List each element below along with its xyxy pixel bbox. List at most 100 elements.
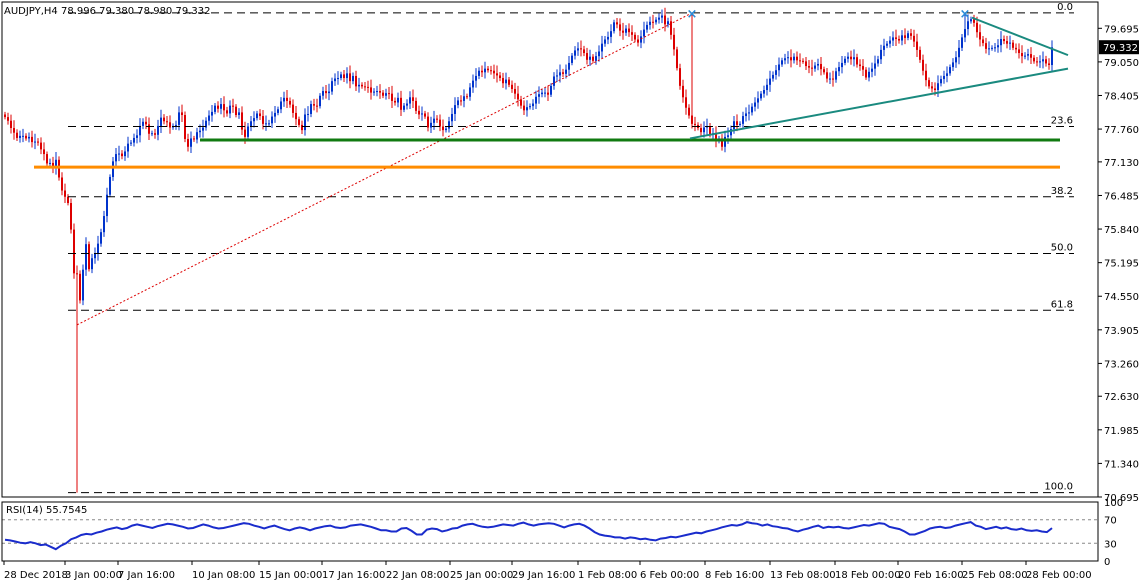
candle-body (274, 112, 276, 117)
candle-body (892, 37, 894, 41)
candle-body (619, 24, 621, 31)
y-tick-label: 73.260 (1104, 359, 1139, 370)
candle-body (355, 75, 357, 87)
candle-body (910, 33, 912, 36)
candle-body (331, 81, 333, 92)
y-tick-label: 76.485 (1104, 191, 1139, 202)
candle-body (883, 45, 885, 50)
candle-body (448, 121, 450, 129)
fib-level-label: 100.0 (1044, 482, 1073, 493)
candle-body (268, 123, 270, 125)
candle-body (856, 57, 858, 65)
candle-body (925, 70, 927, 81)
candle-body (337, 78, 339, 80)
main-price-pane: 0.0 23.6 38.2 50.0 61.8 100.0 × × (4, 2, 1074, 494)
candle-body (1045, 59, 1047, 64)
candle-body (670, 21, 672, 35)
candle-body (25, 135, 27, 139)
x-tick-label: 1 Feb 08:00 (578, 570, 637, 581)
candle-body (139, 125, 141, 136)
candle-body (835, 71, 837, 80)
candle-body (193, 138, 195, 140)
candle-body (394, 100, 396, 103)
x-tick-label: 15 Jan 00:00 (259, 570, 322, 581)
candle-body (46, 154, 48, 164)
candle-body (1036, 61, 1038, 63)
candle-body (190, 138, 192, 147)
candle-body (91, 258, 93, 270)
candle-body (808, 66, 810, 68)
candle-body (118, 153, 120, 155)
x-tick-label: 18 Feb 00:00 (835, 570, 901, 581)
candle-body (10, 120, 12, 129)
candle-body (241, 112, 243, 130)
candle-body (214, 105, 216, 112)
candle-body (760, 93, 762, 99)
rsi-title: RSI(14) 55.7545 (6, 505, 87, 516)
last-price-tag (1099, 40, 1139, 55)
y-tick-label: 75.195 (1104, 259, 1139, 270)
candle-body (211, 111, 213, 116)
candle-body (982, 39, 984, 44)
candle-body (853, 57, 855, 60)
candle-body (97, 243, 99, 254)
candle-body (556, 75, 558, 77)
candle-body (340, 74, 342, 79)
candle-body (700, 128, 702, 133)
candle-body (22, 135, 24, 137)
candle-body (589, 56, 591, 60)
candle-body (691, 115, 693, 124)
candle-body (319, 95, 321, 107)
candle-body (793, 56, 795, 61)
candle-body (745, 113, 747, 117)
candle-body (376, 91, 378, 93)
candle-body (334, 78, 336, 82)
candle-body (595, 56, 597, 61)
candle-body (415, 100, 417, 111)
candle-body (733, 121, 735, 130)
candle-body (445, 128, 447, 131)
candle-body (472, 80, 474, 88)
candle-body (82, 269, 84, 301)
candle-body (844, 58, 846, 63)
candle-body (187, 138, 189, 147)
candle-body (814, 65, 816, 69)
candle-body (409, 97, 411, 104)
y-tick-label: 71.340 (1104, 459, 1139, 470)
candle-body (625, 28, 627, 33)
candle-body (412, 97, 414, 101)
candle-body (916, 41, 918, 50)
candle-body (829, 78, 831, 80)
candle-body (1021, 53, 1023, 57)
candle-body (358, 84, 360, 87)
candle-body (499, 75, 501, 79)
rsi-tick-label: 70 (1104, 516, 1117, 527)
candle-body (328, 91, 330, 94)
candle-body (490, 70, 492, 72)
candle-body (1009, 42, 1011, 44)
candle-body (67, 196, 69, 204)
candle-body (343, 74, 345, 79)
candle-body (868, 71, 870, 78)
candle-body (247, 126, 249, 137)
candle-body (145, 121, 147, 125)
candle-body (931, 86, 933, 89)
candle-body (4, 114, 6, 118)
candle-body (169, 122, 171, 128)
candle-body (313, 104, 315, 106)
candle-body (694, 123, 696, 125)
candle-body (367, 86, 369, 88)
candle-body (457, 100, 459, 106)
x-tick-label: 20 Feb 16:00 (898, 570, 964, 581)
candle-body (637, 39, 639, 43)
candle-body (976, 22, 978, 33)
candle-body (997, 45, 999, 48)
candle-body (1015, 47, 1017, 50)
candle-body (541, 92, 543, 95)
candle-body (388, 93, 390, 95)
candle-body (451, 113, 453, 122)
candle-body (973, 19, 975, 23)
candle-body (571, 55, 573, 63)
candle-body (646, 24, 648, 30)
